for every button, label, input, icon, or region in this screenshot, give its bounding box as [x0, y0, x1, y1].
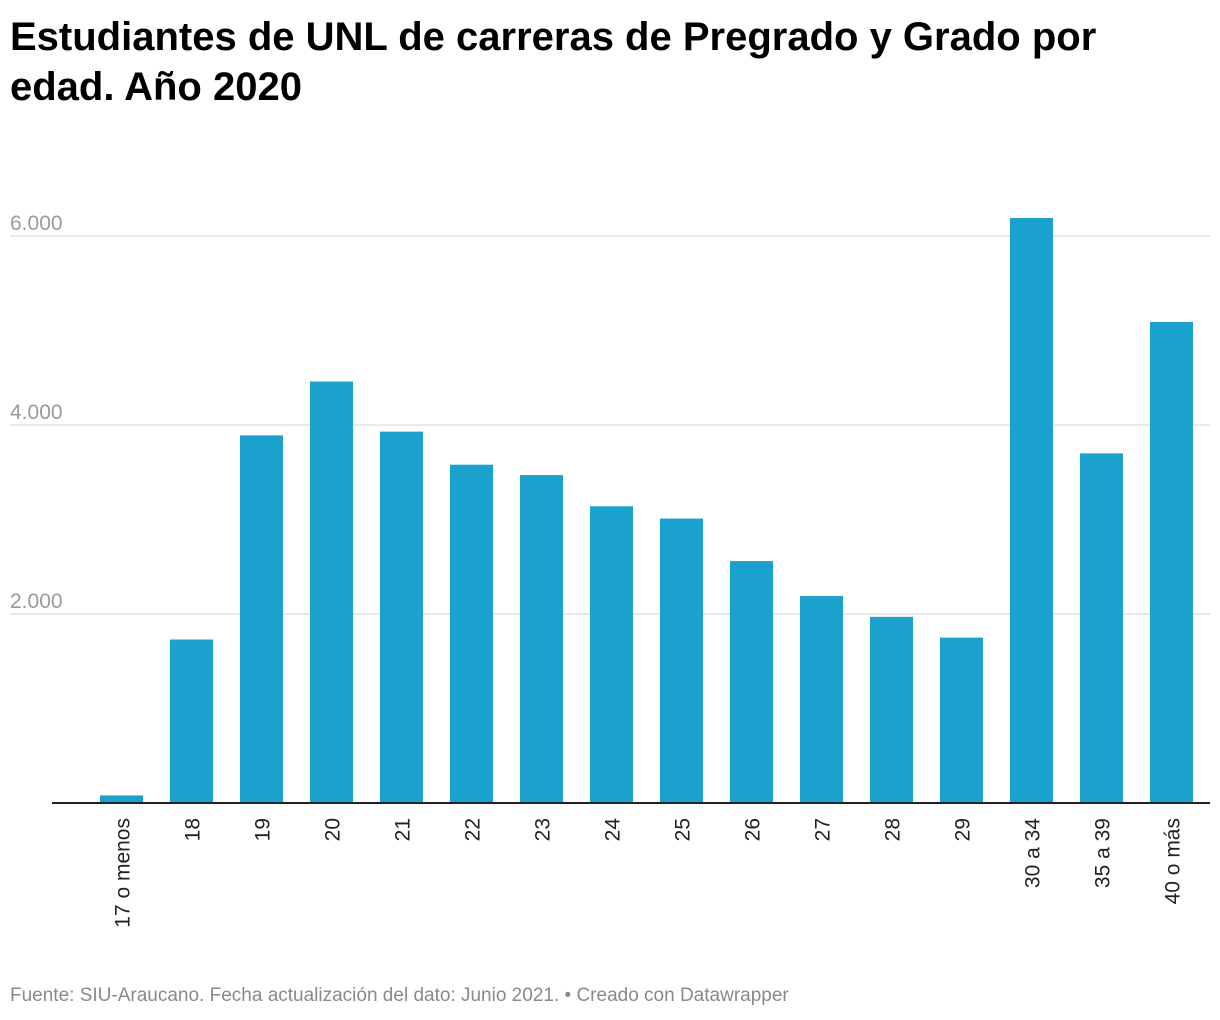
source-note: Fuente: SIU-Araucano. Fecha actualizació…: [10, 985, 560, 1006]
x-tick-label: 21: [392, 818, 415, 841]
bar-17-o-menos[interactable]: [100, 795, 143, 803]
x-tick-label: 30 a 34: [1022, 818, 1045, 888]
gridlines: 2.000 4.000 6.000: [10, 212, 1210, 615]
bar-23[interactable]: [520, 475, 563, 803]
x-tick-label: 20: [322, 818, 345, 841]
x-tick-label: 26: [742, 818, 765, 841]
bar-20[interactable]: [310, 381, 353, 803]
x-tick-label: 18: [182, 818, 205, 841]
bar-19[interactable]: [240, 435, 283, 803]
bar-27[interactable]: [800, 596, 843, 803]
bar-28[interactable]: [870, 616, 913, 803]
x-tick-label: 27: [812, 818, 835, 841]
bar-35-a-39[interactable]: [1080, 453, 1123, 803]
x-tick-label: 19: [252, 818, 275, 841]
y-tick-label: 6.000: [10, 212, 63, 235]
bar-30-a-34[interactable]: [1010, 218, 1053, 804]
x-tick-label: 35 a 39: [1092, 818, 1115, 888]
bar-22[interactable]: [450, 464, 493, 803]
x-tick-label: 40 o más: [1162, 818, 1185, 904]
y-tick-label: 4.000: [10, 401, 63, 424]
x-tick-label: 29: [952, 818, 975, 841]
bar-18[interactable]: [170, 639, 213, 803]
bar-chart: 2.000 4.000 6.000 17 o menos 18 19 20 21 22 23 24…: [10, 212, 1210, 928]
footer-separator: •: [564, 985, 572, 1006]
bar-24[interactable]: [590, 506, 633, 803]
x-tick-label: 22: [462, 818, 485, 841]
x-tick-label: 17 o menos: [112, 818, 135, 928]
x-tick-label: 23: [532, 818, 555, 841]
chart-footer: Fuente: SIU-Araucano. Fecha actualizació…: [10, 985, 789, 1007]
bar-40-o-más[interactable]: [1150, 321, 1193, 803]
x-tick-label: 24: [602, 818, 625, 842]
axes: 17 o menos 18 19 20 21 22 23 24 25 26 27 28 29 30 a 3…: [52, 802, 1210, 928]
bar-26[interactable]: [730, 561, 773, 803]
bars: [100, 218, 1193, 804]
x-tick-label: 25: [672, 818, 695, 841]
bar-21[interactable]: [380, 431, 423, 803]
chart-title: Estudiantes de UNL de carreras de Pregra…: [10, 15, 1097, 109]
bar-29[interactable]: [940, 637, 983, 803]
y-tick-label: 2.000: [10, 590, 63, 613]
x-tick-label: 28: [882, 818, 905, 841]
bar-25[interactable]: [660, 518, 703, 803]
credit-link[interactable]: Creado con Datawrapper: [576, 985, 789, 1006]
